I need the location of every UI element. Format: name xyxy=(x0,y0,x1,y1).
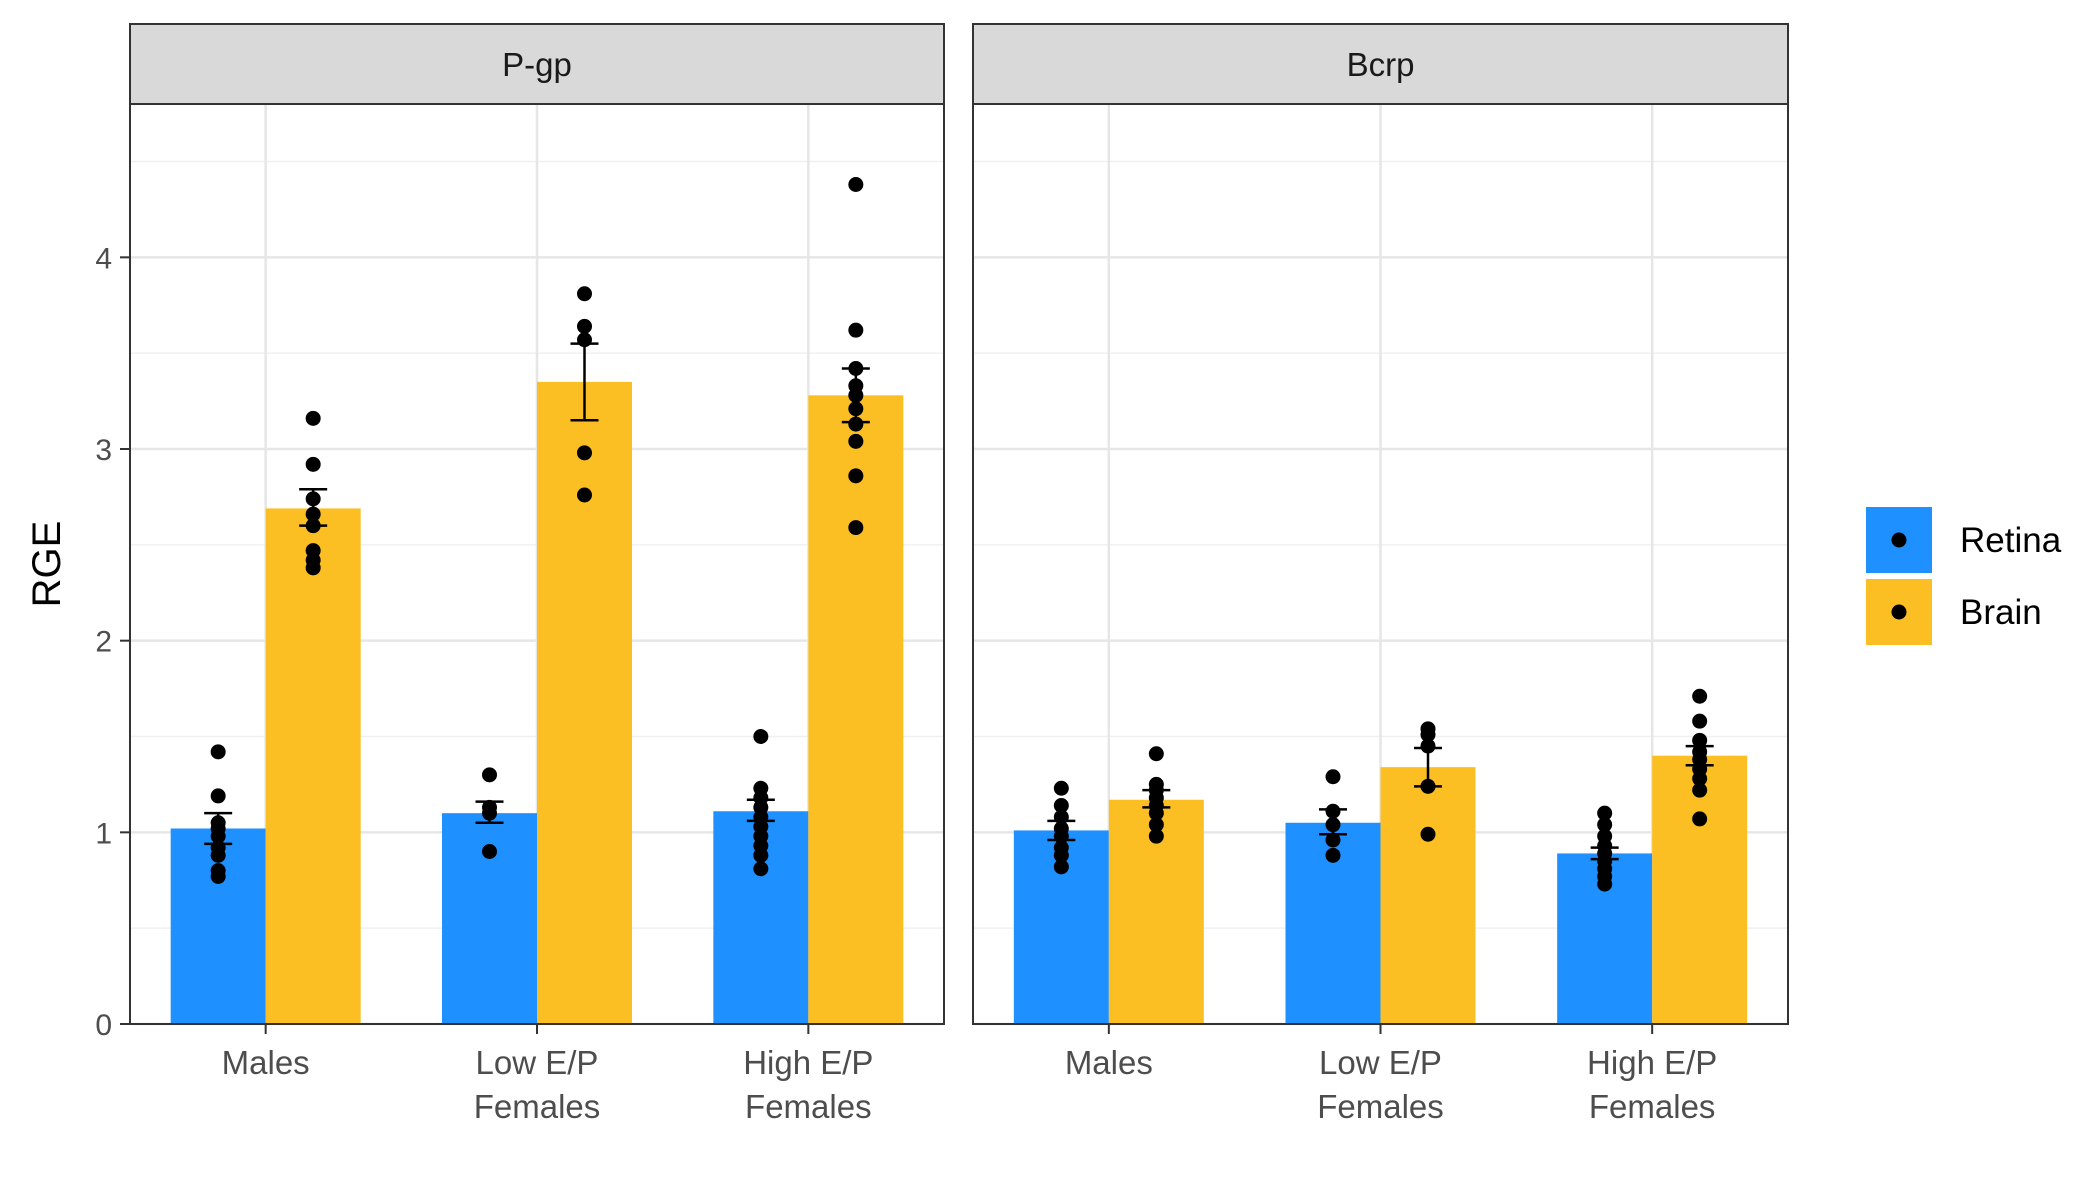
data-point-brain xyxy=(577,487,592,503)
data-point-retina xyxy=(1325,847,1341,863)
data-point-brain xyxy=(848,401,864,417)
data-point-retina xyxy=(1597,817,1613,833)
panel-bcrp: Bcrp Males Low E/P Females High E/P Females xyxy=(972,23,1789,1125)
data-point-retina xyxy=(1053,840,1069,856)
bar-brain xyxy=(537,381,632,1025)
data-point-retina xyxy=(1053,780,1069,796)
data-point-brain xyxy=(1420,778,1436,794)
y-tick-label: 2 xyxy=(95,626,112,659)
x-tick-label: Females xyxy=(474,1088,601,1125)
data-point-retina xyxy=(1325,803,1341,819)
panel-p-gp: P-gp Males Low E/P Females High E/P Females xyxy=(129,23,945,1125)
data-point-brain xyxy=(1692,732,1708,748)
data-point-retina xyxy=(1325,769,1341,785)
data-point-brain xyxy=(1148,817,1164,833)
data-point-retina xyxy=(210,815,226,831)
data-point-brain xyxy=(848,378,864,394)
data-point-retina xyxy=(753,861,769,877)
y-axis-label: RGE xyxy=(25,521,69,608)
data-point-brain xyxy=(848,361,864,376)
data-point-brain xyxy=(1420,738,1436,754)
legend-point-icon xyxy=(1891,604,1907,620)
data-point-retina xyxy=(482,767,497,783)
data-point-brain xyxy=(848,520,864,536)
data-point-retina xyxy=(1597,828,1613,844)
data-point-brain xyxy=(1420,826,1436,842)
data-point-brain xyxy=(1692,744,1708,760)
data-point-brain xyxy=(848,177,864,192)
data-point-brain xyxy=(577,445,592,461)
data-point-retina xyxy=(210,863,226,879)
legend-point-icon xyxy=(1891,532,1907,548)
data-point-brain xyxy=(305,543,321,559)
data-point-retina xyxy=(210,744,226,760)
x-tick-label: Males xyxy=(1065,1044,1153,1081)
x-tick-label: High E/P xyxy=(1587,1044,1717,1081)
data-point-retina xyxy=(210,788,226,804)
bar-brain xyxy=(1380,767,1476,1024)
data-point-brain xyxy=(848,468,864,484)
data-point-brain xyxy=(1148,828,1164,844)
data-point-brain xyxy=(1692,811,1708,827)
y-axis: 0 1 2 3 4 RGE xyxy=(25,104,131,1042)
panel-title: Bcrp xyxy=(1347,46,1415,83)
data-point-brain xyxy=(305,518,321,534)
data-point-brain xyxy=(1692,782,1708,798)
data-point-brain xyxy=(848,416,864,432)
y-tick-label: 4 xyxy=(95,242,112,275)
data-point-retina xyxy=(753,780,769,796)
data-point-brain xyxy=(305,456,321,472)
data-point-retina xyxy=(1053,809,1069,825)
data-point-retina xyxy=(1597,805,1613,821)
y-tick-label: 1 xyxy=(95,817,112,850)
x-tick-label: High E/P xyxy=(743,1044,873,1081)
bar-brain xyxy=(265,508,361,1025)
data-point-retina xyxy=(1325,817,1341,833)
y-tick-label: 0 xyxy=(95,1009,112,1042)
x-tick-label: Low E/P xyxy=(476,1044,599,1081)
data-point-retina xyxy=(1053,821,1069,836)
data-point-brain xyxy=(577,286,592,302)
data-point-brain xyxy=(305,491,321,507)
legend-label-brain: Brain xyxy=(1960,593,2042,632)
data-point-brain xyxy=(577,318,592,334)
legend-label-retina: Retina xyxy=(1960,521,2062,560)
x-tick-label: Females xyxy=(1589,1088,1716,1125)
bar-brain xyxy=(1652,755,1748,1024)
data-point-brain xyxy=(305,506,321,522)
x-tick-label: Males xyxy=(222,1044,310,1081)
data-point-retina xyxy=(1053,798,1069,813)
x-tick-label: Females xyxy=(1317,1088,1444,1125)
legend: Retina Brain xyxy=(1866,507,2062,645)
data-point-retina xyxy=(482,799,497,815)
data-point-brain xyxy=(1692,713,1708,729)
data-point-retina xyxy=(1053,859,1069,875)
bar-brain xyxy=(808,395,904,1024)
data-point-brain xyxy=(1148,746,1164,762)
panel-strip xyxy=(972,23,1789,105)
data-point-brain xyxy=(577,332,592,348)
data-point-brain xyxy=(1148,776,1164,792)
x-tick-label: Females xyxy=(745,1088,872,1125)
data-point-retina xyxy=(1325,832,1341,848)
data-point-retina xyxy=(210,840,226,856)
data-point-brain xyxy=(848,322,864,338)
data-point-brain xyxy=(305,410,321,426)
data-point-brain xyxy=(1420,721,1436,737)
data-point-brain xyxy=(1692,688,1708,704)
data-point-brain xyxy=(848,433,864,449)
x-tick-label: Low E/P xyxy=(1319,1044,1442,1081)
data-point-retina xyxy=(482,844,497,859)
data-point-retina xyxy=(753,729,769,744)
y-tick-label: 3 xyxy=(95,434,112,467)
panel-title: P-gp xyxy=(502,46,572,83)
